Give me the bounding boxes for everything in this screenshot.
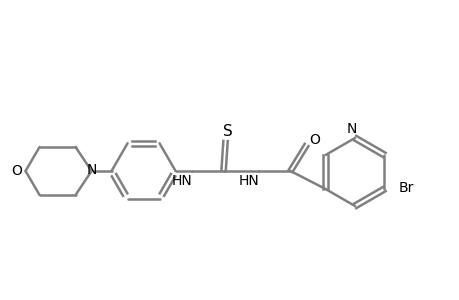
Text: HN: HN [171,174,191,188]
Text: N: N [86,163,96,177]
Text: N: N [346,122,356,136]
Text: Br: Br [398,181,413,195]
Text: O: O [308,133,319,147]
Text: O: O [11,164,22,178]
Text: HN: HN [238,174,258,188]
Text: S: S [222,124,232,139]
